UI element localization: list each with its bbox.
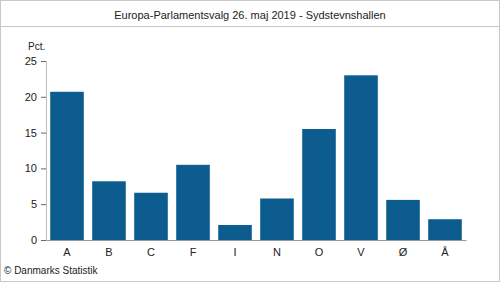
bar (92, 181, 126, 240)
bar (344, 75, 378, 240)
y-tick: 10 (25, 162, 46, 174)
y-tick: 0 (31, 234, 46, 246)
x-tick: Ø (399, 240, 408, 258)
y-tick-label: 15 (25, 127, 37, 139)
y-tick-mark (41, 133, 46, 134)
x-axis: ABCFINOVØÅ (47, 240, 467, 258)
y-tick-mark (41, 168, 46, 169)
y-axis-line (41, 62, 47, 241)
y-axis-label: Pct. (28, 41, 45, 52)
bar (176, 165, 210, 240)
y-tick-mark (41, 240, 46, 241)
y-tick-label: 20 (25, 91, 37, 103)
footer: © Danmarks Statistik (4, 265, 99, 276)
x-axis-line (47, 240, 467, 241)
x-tick-label: A (63, 246, 71, 258)
x-tick-label: I (233, 246, 236, 258)
y-tick-label: 0 (31, 234, 37, 246)
y-axis: 0 5 10 15 20 25 (25, 55, 47, 246)
y-tick-label: 25 (25, 55, 37, 67)
y-tick: 5 (31, 198, 46, 210)
x-tick-label: N (273, 246, 281, 258)
bar (218, 225, 252, 240)
x-tick: A (63, 240, 71, 258)
y-tick-mark (41, 61, 46, 62)
chart: Europa-Parlamentsvalg 26. maj 2019 - Syd… (0, 0, 500, 282)
x-tick: N (273, 240, 281, 258)
x-tick: B (105, 240, 112, 258)
frame (1, 1, 500, 282)
x-tick: I (233, 240, 236, 258)
y-tick-label: 10 (25, 162, 37, 174)
bar (386, 200, 420, 240)
y-tick-label: 5 (31, 198, 37, 210)
bar (50, 92, 84, 240)
x-tick-label: B (105, 246, 112, 258)
bar (428, 219, 462, 240)
x-tick: O (315, 240, 324, 258)
y-tick-mark (41, 97, 46, 98)
bar (260, 198, 294, 240)
x-tick-label: F (190, 246, 197, 258)
x-tick-label: O (315, 246, 324, 258)
y-tick: 25 (25, 55, 46, 67)
y-tick: 15 (25, 127, 46, 139)
x-tick-label: V (357, 246, 365, 258)
x-tick: F (190, 240, 197, 258)
y-tick: 20 (25, 91, 46, 103)
bar (134, 193, 168, 240)
x-tick: Å (441, 240, 449, 258)
y-tick-mark (41, 204, 46, 205)
bar (302, 129, 336, 240)
x-tick: V (357, 240, 365, 258)
title-rule (0, 26, 500, 27)
title: Europa-Parlamentsvalg 26. maj 2019 - Syd… (114, 9, 385, 21)
bars (50, 75, 462, 240)
x-tick: C (147, 240, 155, 258)
x-tick-label: C (147, 246, 155, 258)
x-tick-label: Ø (399, 246, 408, 258)
x-tick-label: Å (441, 246, 449, 258)
